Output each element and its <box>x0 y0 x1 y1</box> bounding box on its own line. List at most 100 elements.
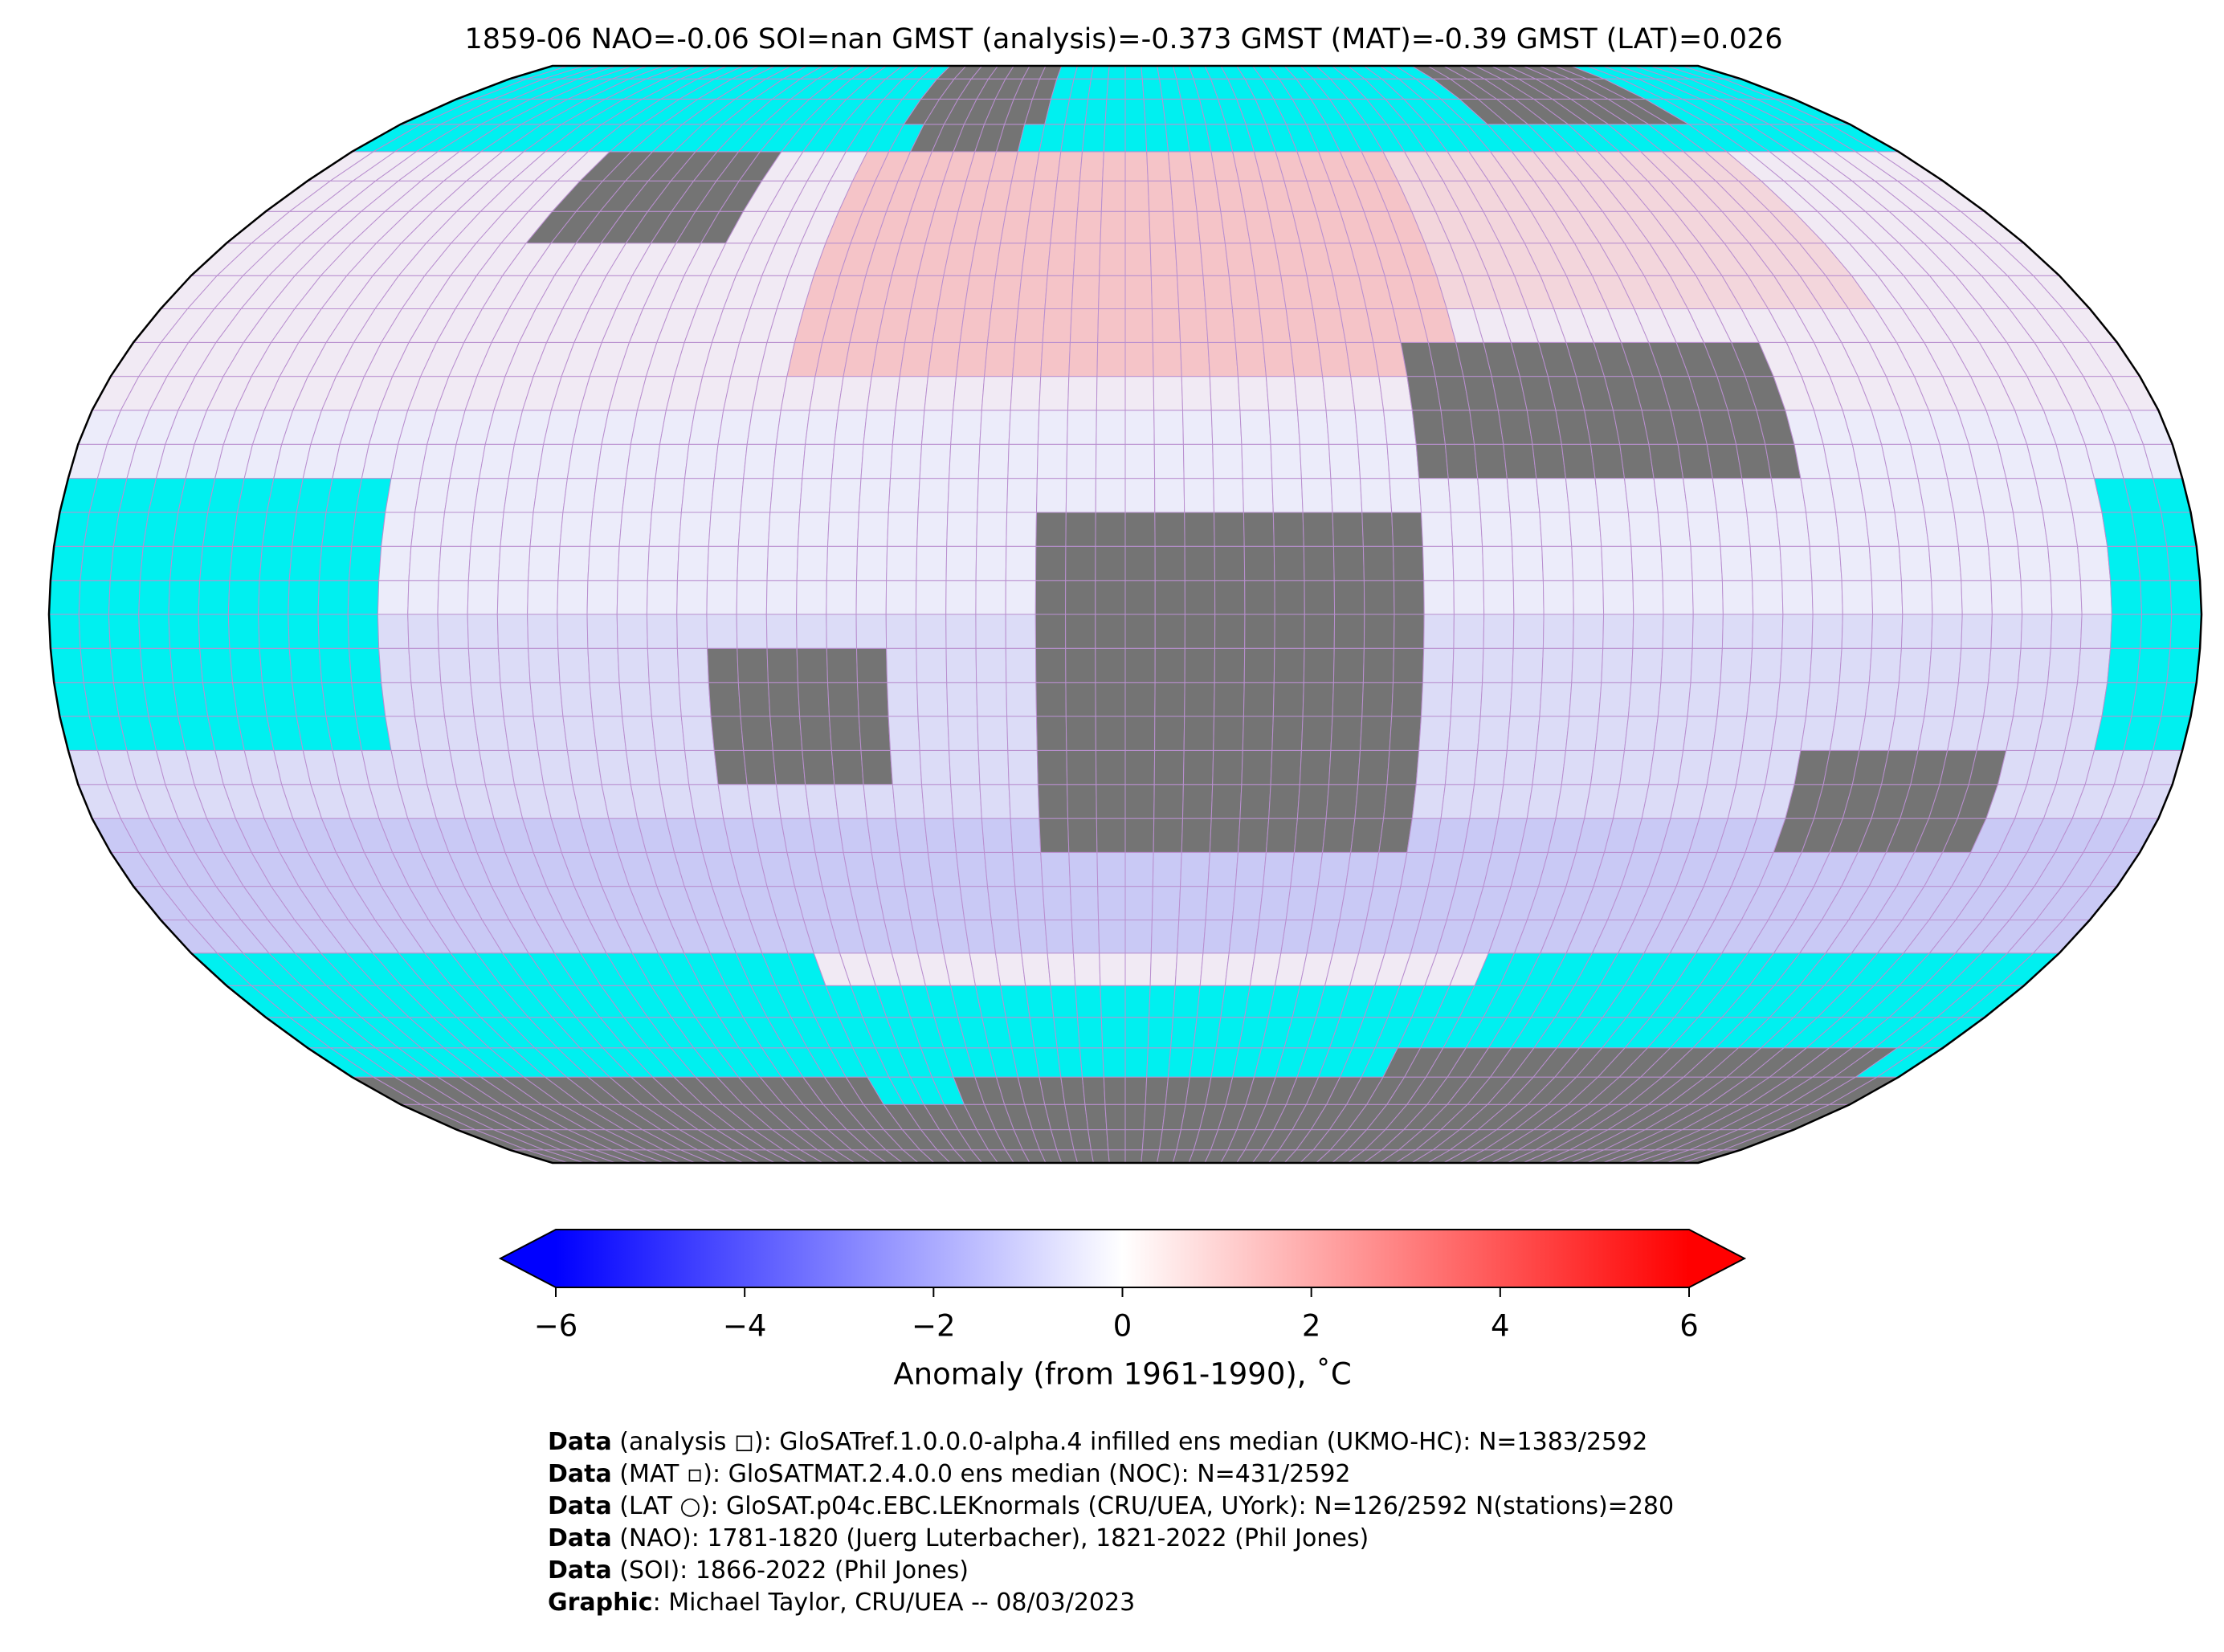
grid-cell <box>1691 580 1724 615</box>
grid-cell <box>1565 478 1600 513</box>
grid-cell <box>863 784 896 819</box>
grid-cell <box>1601 545 1634 581</box>
grid-cell <box>924 818 957 853</box>
grid-cell <box>1096 341 1126 377</box>
grid-cell <box>1065 545 1096 581</box>
grid-cell <box>1108 65 1126 80</box>
grid-cell <box>1357 443 1390 479</box>
grid-cell <box>351 512 386 547</box>
grid-cell <box>528 545 561 581</box>
grid-cell <box>953 818 985 853</box>
grid-cell <box>1293 376 1327 411</box>
grid-cell <box>1273 647 1305 683</box>
grid-cell <box>946 512 978 547</box>
grid-cell <box>1099 952 1126 986</box>
grid-cell <box>2042 682 2079 717</box>
grid-cell <box>1871 614 1904 649</box>
grid-cell <box>737 512 771 547</box>
grid-cell <box>959 308 992 343</box>
grid-cell <box>473 716 509 751</box>
grid-cell <box>1542 580 1574 615</box>
grid-cell <box>1332 682 1364 717</box>
grid-cell <box>142 512 179 547</box>
grid-cell <box>1153 818 1184 853</box>
grid-cell <box>885 614 917 649</box>
grid-cell <box>2101 512 2138 547</box>
grid-cell <box>1317 341 1352 377</box>
grid-cell <box>871 341 906 377</box>
grid-cell <box>258 614 290 649</box>
grid-cell <box>537 443 573 479</box>
grid-cell <box>80 545 114 581</box>
grid-cell <box>1035 716 1067 751</box>
grid-cell <box>1124 1103 1146 1131</box>
grid-cell <box>1036 443 1068 479</box>
grid-cell <box>321 512 357 547</box>
grid-cell <box>1447 716 1481 751</box>
grid-cell <box>1811 580 1843 615</box>
grid-cell <box>688 410 724 445</box>
grid-cell <box>1422 545 1455 581</box>
grid-cell <box>1053 1017 1080 1049</box>
grid-cell <box>559 512 594 547</box>
grid-cell <box>1124 1017 1150 1049</box>
grid-cell <box>646 580 678 615</box>
grid-cell <box>508 443 545 479</box>
grid-cell <box>231 682 267 717</box>
grid-cell <box>1270 443 1302 479</box>
grid-cell <box>1088 78 1109 100</box>
grid-cell <box>349 647 382 683</box>
grid-cell <box>2136 545 2171 581</box>
grid-cell <box>1806 682 1840 717</box>
grid-cell <box>888 716 920 751</box>
grid-cell <box>1561 443 1596 479</box>
grid-cell <box>1141 65 1161 80</box>
grid-cell <box>1325 410 1359 445</box>
x-tick-label: 6 <box>1679 1309 1699 1344</box>
grid-cell <box>1864 682 1900 717</box>
grid-cell <box>1012 851 1043 887</box>
grid-cell <box>799 478 832 513</box>
grid-cell <box>1202 920 1233 954</box>
grid-cell <box>1691 614 1724 649</box>
grid-cell <box>886 545 918 581</box>
grid-cell <box>1124 308 1153 343</box>
grid-cell <box>1262 341 1296 377</box>
grid-cell <box>508 749 545 785</box>
grid-cell <box>527 614 559 649</box>
grid-cell <box>347 614 380 649</box>
grid-cell <box>1150 275 1180 309</box>
grid-cell <box>78 580 111 615</box>
colorbar-body <box>556 1230 1689 1287</box>
grid-cell <box>916 512 949 547</box>
grid-cell <box>889 749 923 785</box>
x-tick-label: −2 <box>912 1309 956 1344</box>
grid-cell <box>1065 478 1096 513</box>
grid-cell <box>1181 410 1214 445</box>
grid-cell <box>618 512 652 547</box>
grid-cell <box>1095 614 1126 649</box>
grid-cell <box>1389 478 1422 513</box>
grid-cell <box>1006 716 1038 751</box>
grid-cell <box>1300 478 1333 513</box>
grid-cell <box>1770 478 1807 513</box>
grid-cell <box>775 410 810 445</box>
grid-cell <box>1150 920 1180 954</box>
grid-cell <box>112 512 149 547</box>
grid-cell <box>292 682 327 717</box>
grid-cell <box>2071 682 2108 717</box>
grid-cell <box>1440 784 1475 819</box>
grid-cell <box>1271 478 1304 513</box>
grid-cell <box>648 682 682 717</box>
grid-cell <box>1386 443 1420 479</box>
grid-cell <box>80 647 114 683</box>
grid-cell <box>1097 308 1126 343</box>
grid-cell <box>1627 682 1662 717</box>
grid-cell <box>2166 647 2201 683</box>
grid-cell <box>647 647 679 683</box>
grid-cell <box>1330 478 1363 513</box>
grid-cell <box>438 545 471 581</box>
note-line: Data (NAO): 1781-1820 (Juerg Luterbacher… <box>548 1524 1369 1552</box>
grid-cell <box>1393 580 1425 615</box>
grid-cell <box>920 410 954 445</box>
